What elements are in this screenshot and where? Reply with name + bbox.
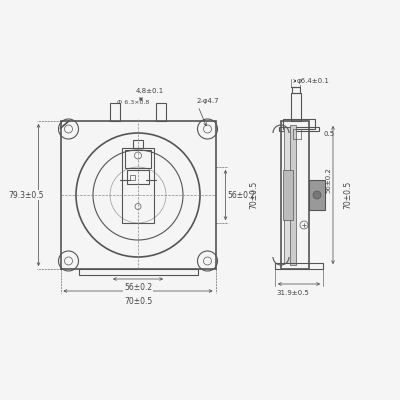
Bar xyxy=(275,263,323,269)
Bar xyxy=(110,103,120,121)
Text: 70±0.5: 70±0.5 xyxy=(249,181,258,209)
Circle shape xyxy=(313,191,321,199)
Text: 0.5: 0.5 xyxy=(323,131,334,137)
Bar xyxy=(133,140,143,148)
Bar xyxy=(60,121,216,269)
Bar xyxy=(309,180,325,210)
Text: 56±0.2: 56±0.2 xyxy=(228,190,256,200)
Bar xyxy=(293,129,301,139)
Bar xyxy=(281,121,309,269)
Bar xyxy=(127,170,149,184)
Bar xyxy=(122,148,154,222)
Text: 56±0.2: 56±0.2 xyxy=(325,167,331,193)
Bar xyxy=(130,174,135,180)
Bar xyxy=(78,269,198,275)
Text: 2-φ4.7: 2-φ4.7 xyxy=(197,98,219,104)
Bar xyxy=(292,87,300,93)
Text: 70±0.5: 70±0.5 xyxy=(124,298,152,306)
Bar xyxy=(279,127,319,131)
Text: Ф 6.3×0.8: Ф 6.3×0.8 xyxy=(117,100,149,104)
Text: 79.3±0.5: 79.3±0.5 xyxy=(9,190,44,200)
Bar xyxy=(284,127,292,263)
Text: 31.9±0.5: 31.9±0.5 xyxy=(277,290,309,296)
Bar xyxy=(290,125,296,265)
Bar xyxy=(125,150,151,168)
Bar xyxy=(283,119,315,129)
Text: 70±0.5: 70±0.5 xyxy=(343,181,352,209)
Bar xyxy=(283,170,293,220)
Bar xyxy=(156,103,166,121)
Text: φ6.4±0.1: φ6.4±0.1 xyxy=(296,78,330,84)
Bar xyxy=(291,93,301,121)
Text: 4.8±0.1: 4.8±0.1 xyxy=(136,88,164,94)
Text: 56±0.2: 56±0.2 xyxy=(124,282,152,292)
